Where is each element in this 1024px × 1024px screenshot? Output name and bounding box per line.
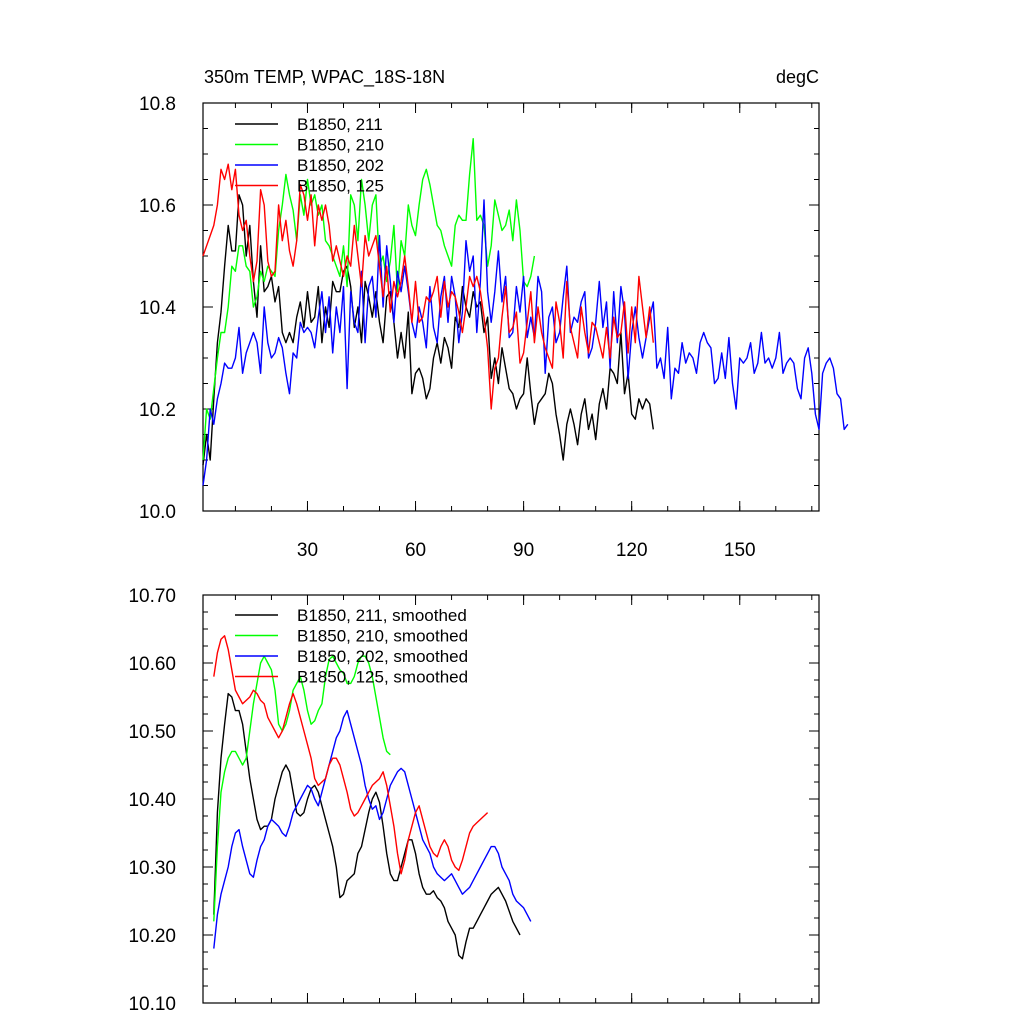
legend-label: B1850, 211: [297, 115, 383, 134]
y-tick-label: 10.40: [128, 790, 176, 811]
series-line-3: [202, 199, 849, 486]
chart-title: 350m TEMP, WPAC_18S-18N: [204, 67, 445, 88]
x-tick-label: 150: [724, 540, 756, 561]
legend-label: B1850, 211, smoothed: [297, 606, 467, 625]
legend-label: B1850, 202, smoothed: [297, 647, 468, 666]
series-line-4: [202, 163, 654, 410]
y-tick-label: 10.50: [128, 722, 176, 743]
legend-label: B1850, 125: [297, 177, 384, 196]
y-tick-label: 10.4: [139, 298, 176, 319]
legend-label: B1850, 125, smoothed: [297, 668, 468, 687]
series-line-4: [213, 635, 489, 875]
y-tick-label: 10.10: [128, 994, 176, 1015]
x-tick-label: 120: [616, 540, 648, 561]
plot-frame: [202, 594, 820, 1004]
series-line-1: [213, 692, 521, 960]
y-tick-label: 10.6: [139, 196, 176, 217]
series-line-1: [202, 194, 654, 466]
top-panel: 350m TEMP, WPAC_18S-18N degC 10.0 10.2 10.4 1…: [139, 67, 849, 561]
y-tick-label: 10.60: [128, 654, 176, 675]
units-label: degC: [776, 67, 819, 87]
y-tick-label: 10.30: [128, 858, 176, 879]
y-tick-label: 10.70: [128, 586, 176, 607]
legend-label: B1850, 210, smoothed: [297, 627, 468, 646]
x-tick-label: 90: [513, 540, 534, 561]
y-tick-label: 10.2: [139, 400, 176, 421]
y-tick-label: 10.20: [128, 926, 176, 947]
legend-label: B1850, 202: [297, 156, 384, 175]
plot-frame: [202, 102, 820, 512]
y-tick-label: 10.0: [139, 502, 176, 523]
series-line-2: [213, 655, 391, 922]
y-tick-label: 10.8: [139, 94, 176, 115]
series-line-2: [202, 137, 536, 461]
series-line-3: [213, 709, 532, 949]
legend-label: B1850, 210: [297, 136, 384, 155]
bottom-panel: 10.10 10.20 10.30 10.40 10.50 10.60 10.70 B1850…: [128, 586, 820, 1015]
x-tick-label: 60: [405, 540, 426, 561]
x-tick-label: 30: [297, 540, 318, 561]
